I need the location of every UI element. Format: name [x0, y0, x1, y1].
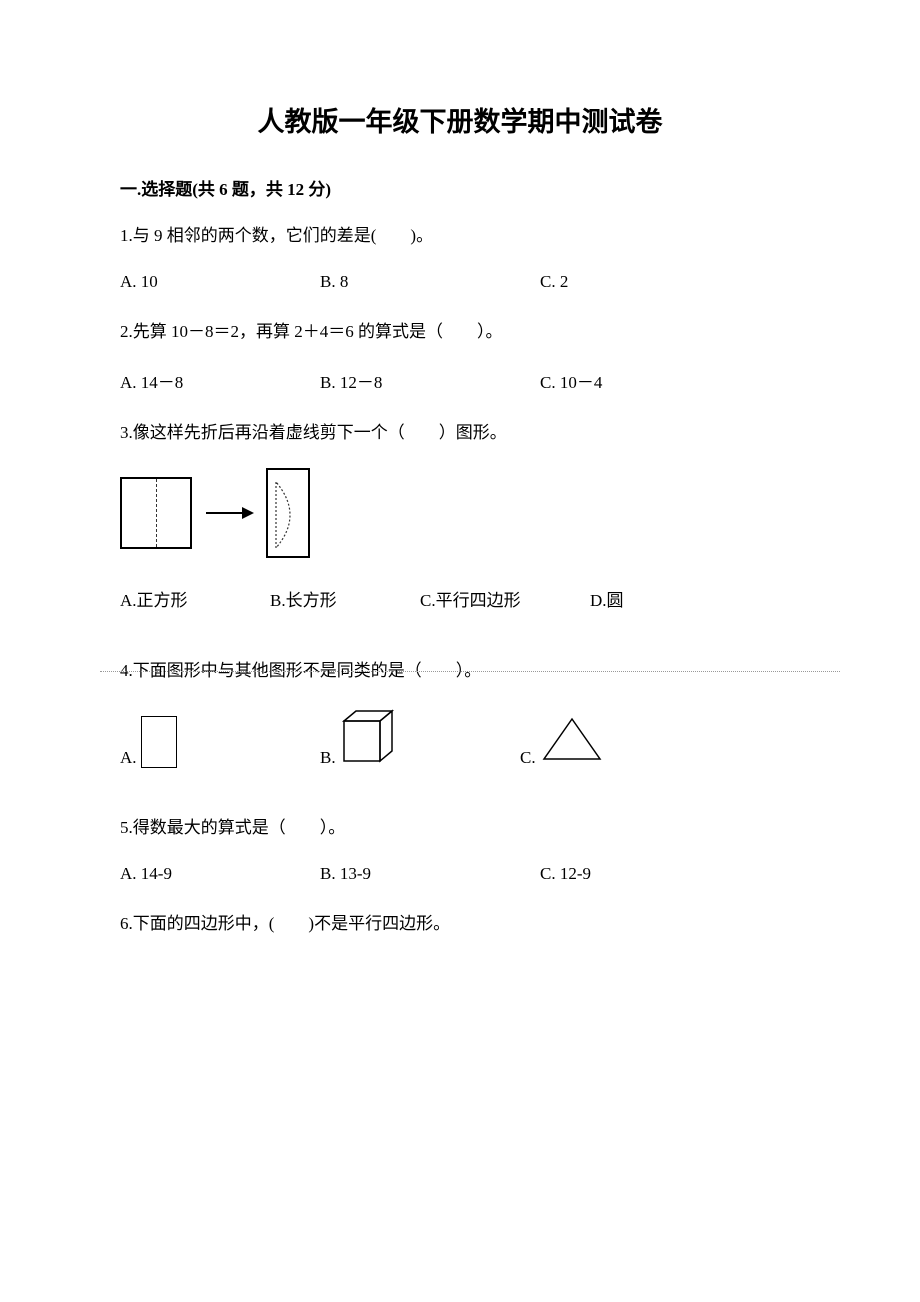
q5-text: 5.得数最大的算式是（ ）。 [120, 816, 800, 840]
q4-text: 4.下面图形中与其他图形不是同类的是（ ）。 [120, 659, 800, 683]
q5-options: A. 14-9 B. 13-9 C. 12-9 [120, 864, 800, 884]
q6-text: 6.下面的四边形中，( )不是平行四边形。 [120, 912, 800, 936]
q2-text: 2.先算 10－8＝2，再算 2＋4＝6 的算式是（ ）。 [120, 320, 800, 344]
q4-option-a: A. [120, 716, 320, 768]
q3-text: 3.像这样先折后再沿着虚线剪下一个（ ）图形。 [120, 421, 800, 445]
q4-option-b: B. [320, 707, 520, 768]
q5-option-c: C. 12-9 [540, 864, 720, 884]
q4-b-label: B. [320, 748, 336, 768]
q5-option-b: B. 13-9 [320, 864, 540, 884]
q4-a-label: A. [120, 748, 137, 768]
q3-option-d: D.圆 [590, 586, 690, 611]
q2-option-a: A. 14－8 [120, 368, 320, 393]
exam-title: 人教版一年级下册数学期中测试卷 [120, 100, 800, 139]
fold-square-icon [120, 477, 192, 549]
q5-option-a: A. 14-9 [120, 864, 320, 884]
q3-diagram [120, 468, 800, 558]
q1-options: A. 10 B. 8 C. 2 [120, 272, 800, 292]
q3-option-c: C.平行四边形 [420, 586, 590, 611]
arrow-right-icon [204, 503, 254, 523]
q1-text: 1.与 9 相邻的两个数，它们的差是( )。 [120, 224, 800, 248]
section-1-header: 一.选择题(共 6 题，共 12 分) [120, 175, 800, 200]
q2-option-c: C. 10－4 [540, 368, 720, 393]
q2-option-b: B. 12－8 [320, 368, 540, 393]
q3-options: A.正方形 B.长方形 C.平行四边形 D.圆 [120, 586, 800, 611]
cuboid-icon [340, 707, 396, 768]
q1-option-b: B. 8 [320, 272, 540, 292]
q3-option-b: B.长方形 [270, 586, 420, 611]
q4-options: A. B. C. [120, 707, 800, 768]
q1-option-a: A. 10 [120, 272, 320, 292]
dotted-line-decoration [100, 671, 840, 672]
rectangle-icon [141, 716, 177, 768]
q4-option-c: C. [520, 715, 670, 768]
q1-option-c: C. 2 [540, 272, 720, 292]
q2-options: A. 14－8 B. 12－8 C. 10－4 [120, 368, 800, 393]
q4-c-label: C. [520, 748, 536, 768]
fold-result-icon [266, 468, 310, 558]
triangle-icon [540, 715, 604, 768]
q3-option-a: A.正方形 [120, 586, 270, 611]
